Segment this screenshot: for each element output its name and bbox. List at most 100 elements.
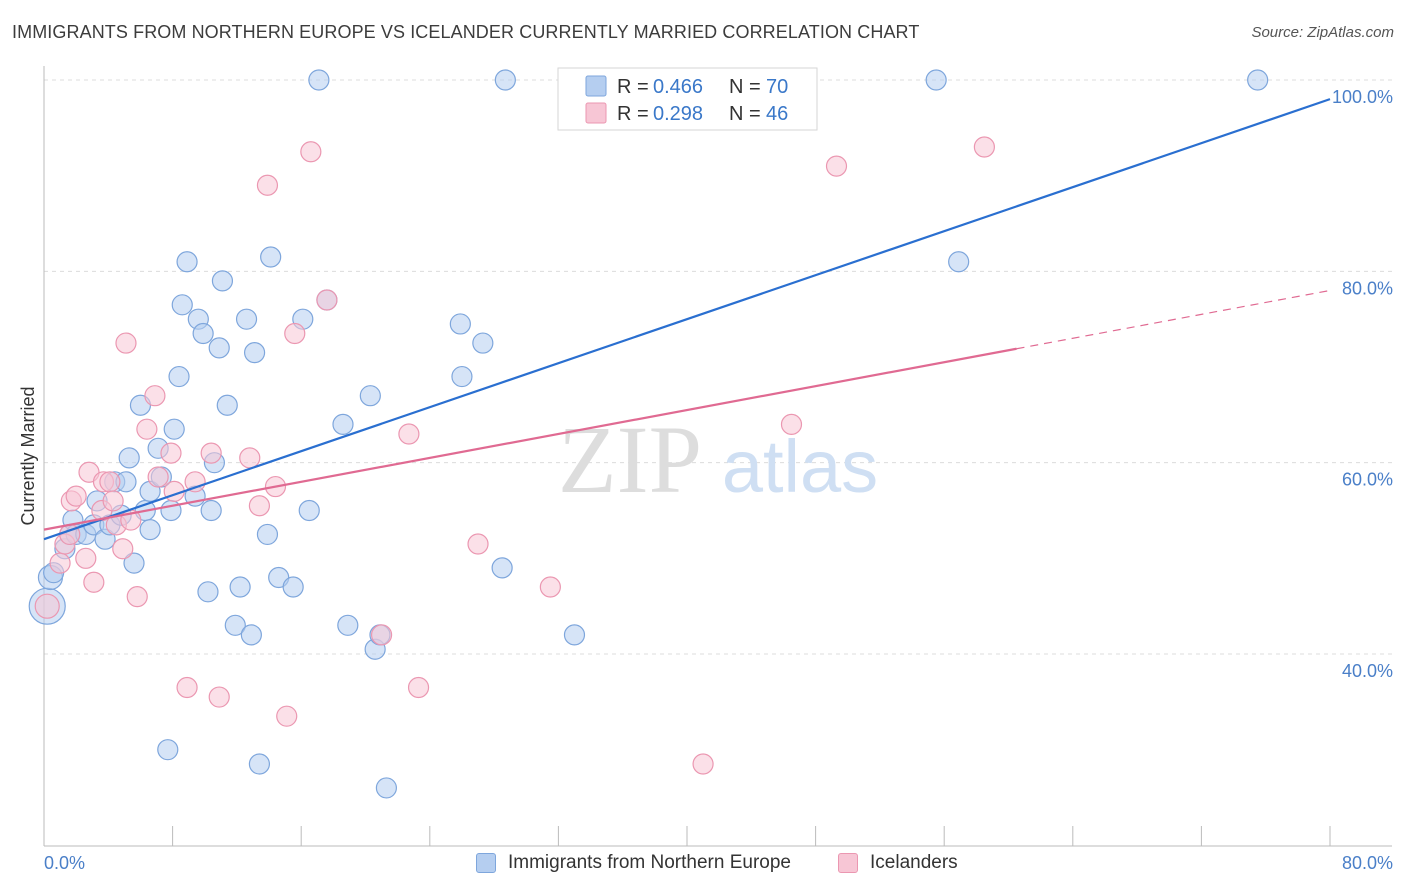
axes — [43, 66, 1392, 847]
scatter-point — [211, 270, 234, 292]
scatter-point — [200, 442, 222, 464]
scatter-point — [240, 624, 262, 646]
scatter-point — [157, 739, 179, 761]
legend-label-icelanders: Icelanders — [870, 852, 958, 873]
scatter-point — [407, 676, 430, 699]
scatter-point — [224, 614, 246, 636]
scatter-point — [256, 523, 279, 546]
scatter-point — [925, 69, 947, 91]
legend-item-icelanders[interactable]: Icelanders — [838, 852, 958, 874]
scatter-point — [973, 136, 995, 158]
legend-swatch-blue — [476, 853, 496, 873]
legend-item-immigrants[interactable]: Immigrants from Northern Europe — [476, 852, 791, 874]
x-tick-labels: 0.0% 80.0% — [44, 853, 1393, 873]
scatter-point — [491, 557, 513, 579]
scatter-point — [948, 251, 970, 273]
y-tick-label: 100.0% — [1332, 87, 1393, 107]
trend-line-immigrants — [43, 98, 1331, 541]
scatter-point — [248, 753, 271, 775]
scatter-point — [235, 308, 258, 330]
trend-lines — [43, 98, 1331, 541]
x-tick-label: 80.0% — [1342, 853, 1393, 873]
scatter-point — [298, 499, 320, 522]
scatter-point — [200, 499, 222, 522]
scatter-point — [780, 413, 803, 435]
scatter-point — [216, 394, 238, 416]
legend-n-label: N = — [729, 76, 761, 98]
scatter-point — [176, 251, 198, 273]
scatter-point — [83, 571, 105, 593]
scatter-point — [144, 385, 166, 407]
scatter-point — [332, 413, 354, 435]
legend-swatch — [585, 75, 607, 97]
source-credit: Source: ZipAtlas.com — [1251, 24, 1394, 41]
scatter-point — [692, 753, 714, 775]
scatter-point — [243, 342, 266, 364]
scatter-point — [160, 442, 182, 464]
series-icelanders — [34, 136, 995, 775]
scatter-point — [370, 624, 393, 646]
watermark-atlas: atlas — [722, 425, 878, 508]
scatter-point — [192, 322, 214, 345]
scatter-point — [494, 69, 516, 91]
scatter-point — [171, 294, 193, 316]
scatter-point — [308, 69, 330, 91]
scatter-point — [229, 576, 251, 598]
scatter-point — [256, 174, 279, 196]
x-tick-label: 0.0% — [44, 853, 85, 873]
scatter-point — [276, 705, 298, 727]
y-tick-label: 40.0% — [1342, 661, 1393, 681]
y-axis-label: Currently Married — [18, 386, 38, 525]
scatter-point — [112, 538, 134, 560]
legend-n-value: 70 — [766, 76, 788, 98]
zipatlas-watermark: ZIP atlas — [558, 406, 878, 513]
y-tick-label: 60.0% — [1342, 470, 1393, 490]
scatter-point — [208, 686, 230, 708]
scatter-point — [1247, 69, 1269, 91]
scatter-point — [359, 385, 381, 407]
scatter-point — [449, 313, 471, 335]
chart-title: IMMIGRANTS FROM NORTHERN EUROPE VS ICELA… — [12, 22, 920, 42]
scatter-point — [49, 552, 71, 574]
y-tick-labels: 40.0% 60.0% 80.0% 100.0% — [1332, 87, 1393, 681]
scatter-point — [115, 332, 137, 354]
scatter-point — [472, 332, 494, 354]
scatter-point — [316, 289, 338, 311]
scatter-point — [337, 614, 359, 636]
scatter-point — [168, 365, 190, 388]
scatter-point — [163, 418, 185, 440]
scatter-point — [260, 246, 282, 268]
scatter-point — [99, 471, 121, 493]
scatter-point — [65, 485, 87, 507]
scatter-point — [123, 552, 145, 574]
legend-r-value: 0.466 — [653, 76, 703, 98]
scatter-point — [208, 337, 230, 359]
scatter-point — [282, 576, 304, 598]
y-tick-label: 80.0% — [1342, 278, 1393, 298]
legend-swatch — [585, 102, 607, 124]
legend-swatch-pink — [838, 853, 858, 873]
legend-n-label: N = — [729, 103, 761, 125]
scatter-point — [451, 365, 473, 388]
scatter-point — [300, 141, 322, 163]
scatter-point — [176, 676, 198, 699]
legend-label-immigrants: Immigrants from Northern Europe — [508, 852, 791, 873]
scatter-point — [539, 576, 561, 598]
scatter-point — [147, 466, 169, 488]
scatter-point — [75, 547, 97, 569]
scatter-point — [139, 519, 161, 541]
scatter-point — [160, 499, 182, 522]
scatter-point — [102, 490, 124, 512]
scatter-point — [118, 447, 140, 469]
scatter-point — [284, 322, 306, 345]
scatter-point — [398, 423, 420, 445]
legend-n-value: 46 — [766, 103, 788, 125]
scatter-point — [563, 624, 586, 646]
bottom-legend: Immigrants from Northern Europe Icelande… — [0, 850, 1406, 880]
scatter-point — [825, 155, 848, 177]
scatter-point — [197, 581, 219, 603]
scatter-point — [239, 447, 261, 469]
scatter-point — [375, 777, 397, 799]
trend-line-icelanders — [43, 347, 1017, 531]
